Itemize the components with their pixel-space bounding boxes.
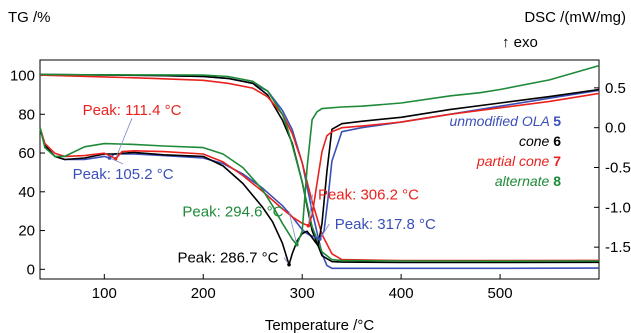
peak-leader-line [109,157,124,165]
legend-entry: cone 6 [519,133,561,149]
peak-marker [306,223,311,228]
x-tick-label: 500 [488,285,513,302]
series-line-alternate-8-tg [39,73,600,263]
legend-number: 5 [553,113,561,129]
peak-annotations: Peak: 111.4 °C Peak: 105.2 °C Peak: 294.6 … [73,102,436,266]
tg-tick-label: 60 [18,145,35,162]
legend-number: 7 [553,153,561,169]
dsc-tick-label: -1.0 [605,199,631,216]
tg-tick-label: 100 [10,68,35,85]
legend-number: 6 [553,133,561,149]
dsc-tick-label: 0.5 [605,80,626,97]
exo-label: ↑ exo [502,34,538,51]
peak-label: Peak: 294.6 °C [182,203,283,220]
plot-frame [39,59,600,280]
legend-entry: partial cone 7 [476,153,561,169]
legend-name: alternate [495,173,553,189]
x-axis-title: Temperature /°C [265,317,375,333]
x-tick-label: 300 [290,285,315,302]
dsc-tick-label: 0.0 [605,120,626,137]
legend-name: unmodified OLA [449,113,553,129]
series-line-unmodified-ola-5-dsc [39,89,600,240]
legend-entry: alternate 8 [495,173,561,189]
peak-marker [113,156,118,161]
axis-labels: 100 200 300 400 500 0 20 40 60 80 100 -1.5 -1.0 -0.5 0… [8,9,631,333]
tg-tick-label: 80 [18,106,35,123]
dsc-axis-title: DSC /(mW/mg) [524,9,626,26]
peak-label: Peak: 111.4 °C [83,102,182,119]
x-tick-label: 400 [389,285,414,302]
peak-leader-line [319,223,330,240]
legend-name: partial cone [476,153,553,169]
peak-marker [107,156,112,160]
peak-label: Peak: 306.2 °C [318,187,419,204]
dsc-tick-label: -0.5 [605,160,631,177]
legend-name: cone [519,133,553,149]
x-tick-label: 100 [92,285,117,302]
tg-tick-label: 40 [18,184,35,201]
dsc-tick-label: -1.5 [605,239,631,256]
peak-marker [287,262,291,267]
series-line-partial-cone-7-dsc [39,92,600,227]
tg-axis-title: TG /% [8,9,51,26]
x-tick-label: 200 [191,285,216,302]
tg-tick-label: 20 [18,223,35,240]
peak-label: Peak: 105.2 °C [73,166,174,183]
tg-tick-label: 0 [27,261,35,278]
peak-label: Peak: 286.7 °C [177,249,278,266]
curves [39,64,600,270]
peak-leader-line [307,194,313,226]
peak-marker [295,242,299,247]
legend-number: 8 [553,173,561,189]
peak-leader-line [288,211,298,245]
peak-leader-line [115,118,133,159]
peak-marker [317,237,322,241]
legend-entry: unmodified OLA 5 [449,113,561,129]
plot-border [39,59,600,280]
series-line-alternate-8-dsc [39,64,600,246]
peak-label: Peak: 317.8 °C [335,216,436,233]
